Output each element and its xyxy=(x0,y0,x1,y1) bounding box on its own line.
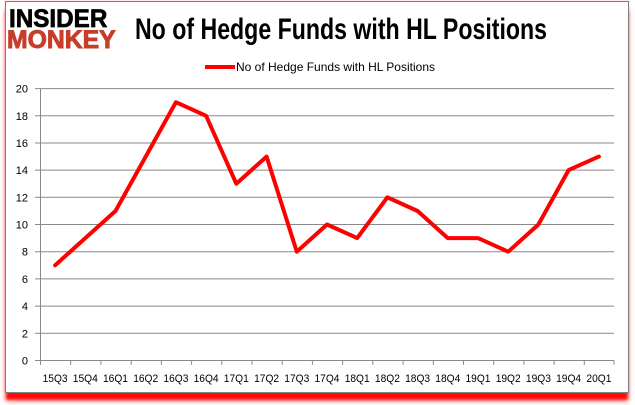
svg-text:15Q3: 15Q3 xyxy=(43,373,68,385)
svg-text:17Q4: 17Q4 xyxy=(315,373,340,385)
svg-text:12: 12 xyxy=(16,192,28,204)
svg-text:15Q4: 15Q4 xyxy=(73,373,98,385)
svg-text:10: 10 xyxy=(16,220,28,232)
svg-text:20: 20 xyxy=(16,84,28,96)
svg-text:16: 16 xyxy=(16,138,28,150)
svg-text:20Q1: 20Q1 xyxy=(586,373,611,385)
svg-text:19Q4: 19Q4 xyxy=(556,373,581,385)
svg-text:4: 4 xyxy=(22,301,28,313)
svg-text:17Q2: 17Q2 xyxy=(254,373,279,385)
svg-text:16Q3: 16Q3 xyxy=(163,373,188,385)
svg-text:2: 2 xyxy=(22,328,28,340)
svg-text:16Q4: 16Q4 xyxy=(194,373,219,385)
svg-text:18Q4: 18Q4 xyxy=(435,373,460,385)
svg-text:18Q1: 18Q1 xyxy=(345,373,370,385)
svg-text:19Q3: 19Q3 xyxy=(526,373,551,385)
svg-text:16Q1: 16Q1 xyxy=(103,373,128,385)
svg-text:8: 8 xyxy=(22,247,28,259)
svg-text:14: 14 xyxy=(16,165,28,177)
svg-text:18Q3: 18Q3 xyxy=(405,373,430,385)
svg-text:19Q2: 19Q2 xyxy=(496,373,521,385)
svg-text:17Q1: 17Q1 xyxy=(224,373,249,385)
svg-text:6: 6 xyxy=(22,274,28,286)
svg-text:18: 18 xyxy=(16,111,28,123)
svg-text:18Q2: 18Q2 xyxy=(375,373,400,385)
svg-text:17Q3: 17Q3 xyxy=(284,373,309,385)
svg-text:0: 0 xyxy=(22,356,28,368)
svg-text:19Q1: 19Q1 xyxy=(466,373,491,385)
svg-text:16Q2: 16Q2 xyxy=(133,373,158,385)
